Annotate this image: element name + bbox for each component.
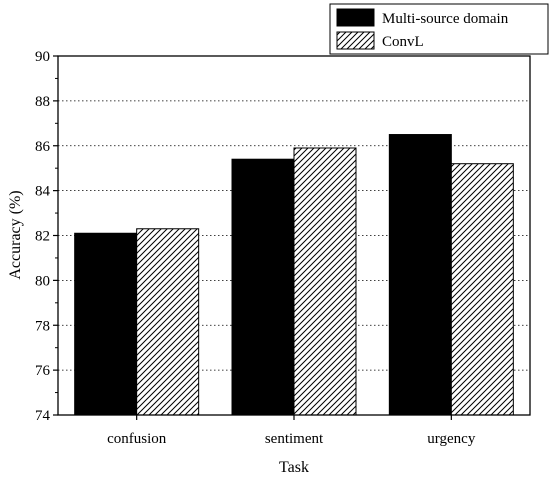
- bar-sentiment-convl: [293, 147, 357, 416]
- y-axis-ticks: 74 76 78 80 82 84 86 88 90: [35, 49, 58, 424]
- y-tick-label: 88: [35, 94, 50, 110]
- y-tick-label: 74: [35, 408, 51, 424]
- y-tick-label: 90: [35, 49, 50, 65]
- legend-label-multi-source-domain: Multi-source domain: [382, 11, 509, 27]
- y-axis-title: Accuracy (%): [7, 190, 24, 279]
- bar-confusion-convl: [136, 228, 200, 416]
- bar-urgency-multi-source-domain: [388, 134, 452, 416]
- y-tick-label: 86: [35, 139, 51, 155]
- bars-group: [74, 134, 514, 416]
- x-tick-label-urgency: urgency: [427, 431, 476, 447]
- x-axis-title: Task: [279, 459, 309, 476]
- y-tick-label: 78: [35, 318, 50, 334]
- legend-swatch-multi-source-domain: [336, 8, 375, 27]
- y-tick-label: 80: [35, 273, 50, 289]
- y-tick-label: 84: [35, 184, 51, 200]
- legend-label-convl: ConvL: [382, 34, 424, 50]
- bar-sentiment-multi-source-domain: [231, 158, 295, 416]
- x-tick-label-sentiment: sentiment: [265, 431, 324, 447]
- legend-swatch-convl: [336, 31, 375, 50]
- x-tick-label-confusion: confusion: [107, 431, 167, 447]
- bar-confusion-multi-source-domain: [74, 232, 138, 416]
- y-tick-label: 76: [35, 363, 51, 379]
- x-axis-ticks: confusion sentiment urgency: [107, 415, 476, 447]
- bar-urgency-convl: [450, 163, 514, 416]
- y-tick-label: 82: [35, 229, 50, 245]
- legend: Multi-source domain ConvL: [329, 3, 549, 55]
